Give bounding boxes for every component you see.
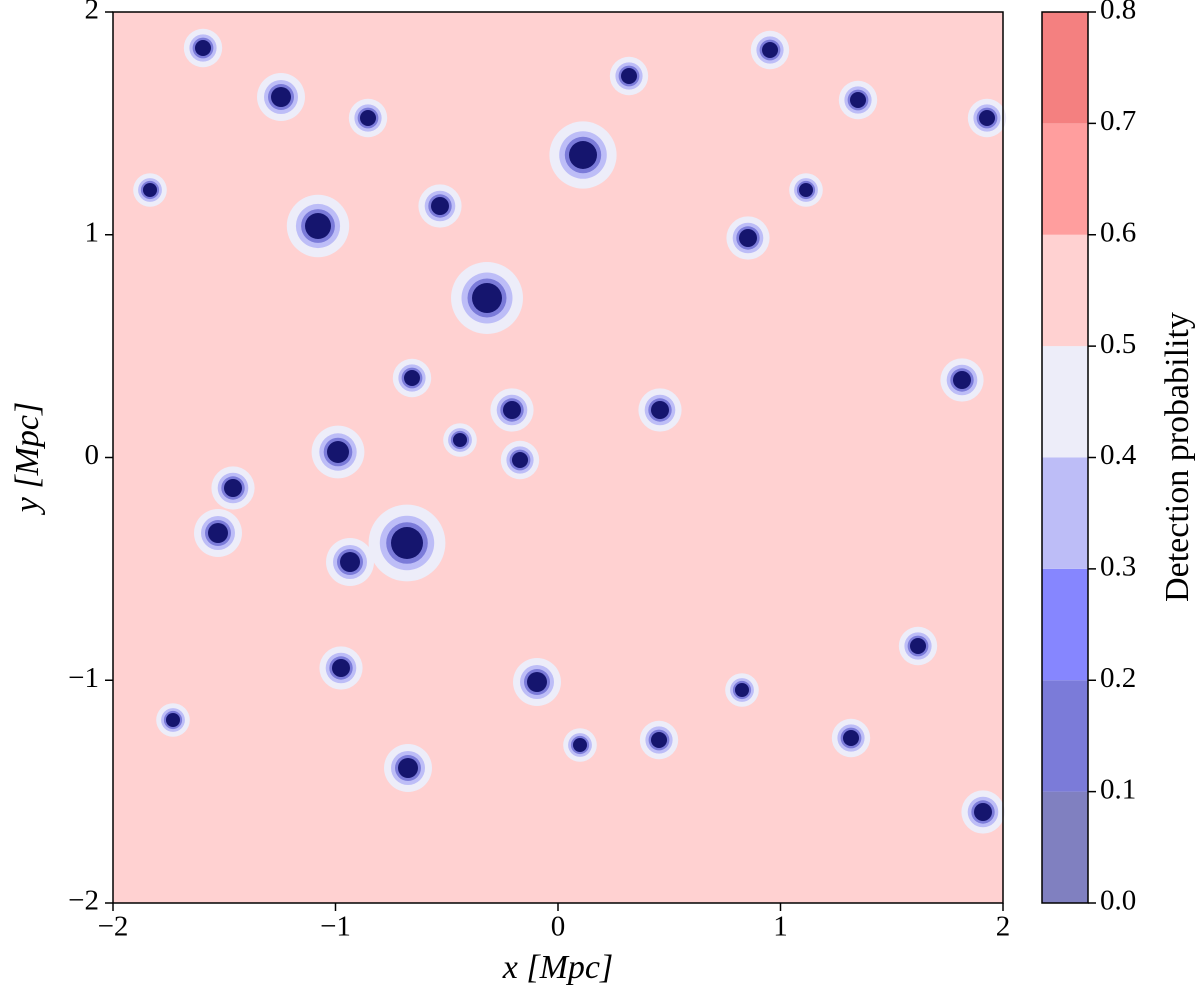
colorbar-tick-label: 0.6 xyxy=(1100,216,1136,248)
source xyxy=(391,527,423,559)
y-tick-label: −2 xyxy=(68,885,99,917)
y-tick-label: 2 xyxy=(85,0,100,26)
x-tick-label: −2 xyxy=(98,911,129,943)
source xyxy=(979,110,995,126)
colorbar-tick-label: 0.4 xyxy=(1100,439,1137,471)
source xyxy=(472,283,502,313)
source xyxy=(503,401,521,419)
source xyxy=(360,110,376,126)
source xyxy=(974,803,992,821)
source xyxy=(431,197,449,215)
colorbar-tick-label: 0.0 xyxy=(1100,885,1136,917)
x-tick-label: −1 xyxy=(320,911,351,943)
source xyxy=(340,552,360,572)
source xyxy=(953,371,971,389)
source xyxy=(332,659,350,677)
y-tick-label: 1 xyxy=(85,216,100,248)
source xyxy=(762,42,778,58)
colorbar-segment xyxy=(1042,791,1088,903)
x-axis-label: x [Mpc] xyxy=(502,949,613,986)
x-tick-label: 1 xyxy=(773,911,788,943)
y-tick-label: 0 xyxy=(85,439,100,471)
field xyxy=(113,12,1007,903)
x-tick-label: 2 xyxy=(996,911,1011,943)
colorbar-segment xyxy=(1042,234,1088,347)
colorbar-tick-label: 0.3 xyxy=(1100,551,1136,583)
source xyxy=(527,672,547,692)
colorbar-tick-label: 0.5 xyxy=(1100,328,1136,360)
texture xyxy=(143,40,995,821)
source xyxy=(453,433,467,447)
colorbar-label: Detection probability xyxy=(1159,312,1196,602)
colorbar-segment xyxy=(1042,680,1088,792)
colorbar-tick-label: 0.8 xyxy=(1100,0,1136,26)
source xyxy=(843,730,859,746)
y-axis-label: y [Mpc] xyxy=(9,402,46,515)
colorbar-tick-label: 0.2 xyxy=(1100,662,1136,694)
source xyxy=(850,92,866,108)
source xyxy=(271,87,291,107)
source xyxy=(327,441,349,463)
source xyxy=(398,758,418,778)
source xyxy=(404,370,420,386)
source xyxy=(910,638,926,654)
colorbar-segment xyxy=(1042,346,1088,458)
colorbar-segment xyxy=(1042,123,1088,235)
colorbar-segment xyxy=(1042,457,1088,569)
source xyxy=(143,183,157,197)
source xyxy=(195,40,211,56)
source xyxy=(166,713,180,727)
colorbar-tick-label: 0.7 xyxy=(1100,105,1136,137)
colorbar-segment xyxy=(1042,568,1088,681)
source xyxy=(651,732,667,748)
colorbar-tick-label: 0.1 xyxy=(1100,773,1136,805)
source xyxy=(569,141,597,169)
source xyxy=(621,68,637,84)
x-tick-label: 0 xyxy=(551,911,566,943)
source xyxy=(739,229,757,247)
source xyxy=(799,183,813,197)
source xyxy=(573,738,587,752)
colorbar-segment xyxy=(1042,12,1088,124)
source xyxy=(208,523,228,543)
source xyxy=(651,401,669,419)
source xyxy=(305,213,331,239)
y-tick-label: −1 xyxy=(68,662,99,694)
source xyxy=(224,479,242,497)
source xyxy=(512,452,528,468)
source xyxy=(735,683,749,697)
